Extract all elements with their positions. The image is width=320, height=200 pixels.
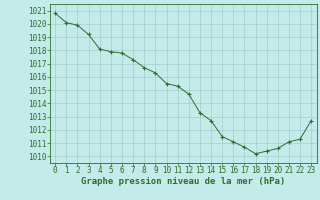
X-axis label: Graphe pression niveau de la mer (hPa): Graphe pression niveau de la mer (hPa): [81, 177, 285, 186]
